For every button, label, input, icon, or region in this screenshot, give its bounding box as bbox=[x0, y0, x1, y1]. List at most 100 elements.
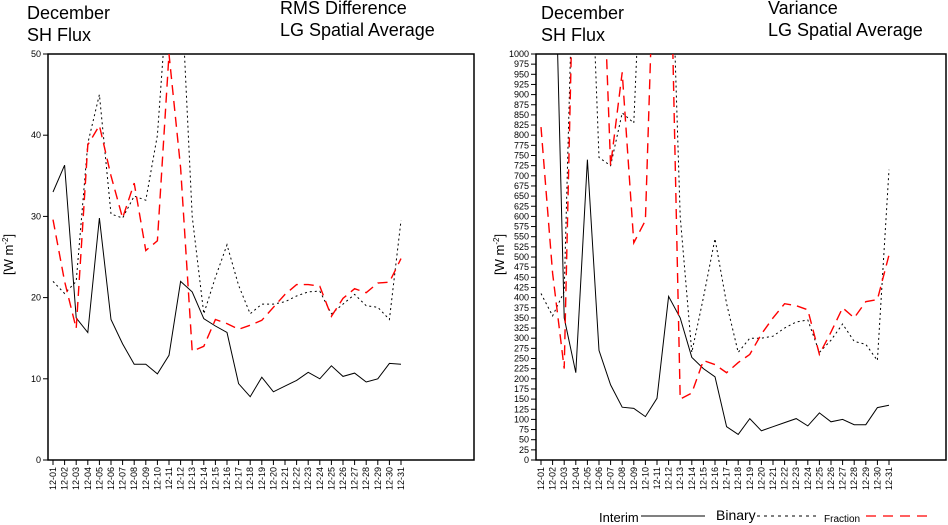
x-tick-label: 12-17 bbox=[234, 467, 244, 490]
x-tick-label: 12-08 bbox=[617, 467, 627, 490]
series-line-binary bbox=[540, 54, 890, 362]
x-tick-label: 12-12 bbox=[176, 467, 186, 490]
x-tick-label: 12-31 bbox=[396, 467, 406, 490]
right-title-line2: SH Flux bbox=[541, 25, 605, 45]
y-tick-label: 325 bbox=[514, 323, 529, 333]
y-tick-label: 25 bbox=[519, 445, 529, 455]
x-tick-label: 12-12 bbox=[664, 467, 674, 490]
y-tick-label: 475 bbox=[514, 262, 529, 272]
y-tick-label: 700 bbox=[514, 171, 529, 181]
x-tick-label: 12-22 bbox=[780, 467, 790, 490]
x-tick-label: 12-02 bbox=[60, 467, 70, 490]
legend-label-fraction: Fraction bbox=[824, 514, 860, 525]
x-tick-label: 12-15 bbox=[210, 467, 220, 490]
y-tick-label: 500 bbox=[514, 252, 529, 262]
x-tick-label: 12-08 bbox=[129, 467, 139, 490]
y-tick-label: 300 bbox=[514, 333, 529, 343]
series-line-interim bbox=[52, 165, 402, 398]
x-tick-label: 12-28 bbox=[849, 467, 859, 490]
y-tick-label: 0 bbox=[524, 455, 529, 465]
x-tick-label: 12-17 bbox=[722, 467, 732, 490]
y-tick-label: 225 bbox=[514, 364, 529, 374]
left-subtitle-line1: RMS Difference bbox=[280, 0, 407, 18]
x-tick-label: 12-18 bbox=[245, 467, 255, 490]
x-tick-label: 12-11 bbox=[652, 467, 662, 489]
right-subtitle-line2: LG Spatial Average bbox=[768, 20, 923, 40]
y-axis-label: [W m-2] bbox=[1, 234, 16, 275]
plot-frame bbox=[47, 53, 475, 461]
x-tick-label: 12-24 bbox=[315, 467, 325, 490]
x-tick-label: 12-04 bbox=[571, 467, 581, 490]
y-axis-label: [W m-2] bbox=[492, 234, 507, 275]
y-tick-label: 925 bbox=[514, 79, 529, 89]
y-tick-label: 10 bbox=[31, 374, 41, 384]
x-tick-label: 12-27 bbox=[350, 467, 360, 490]
series-line-interim bbox=[557, 54, 890, 436]
right-plot: 0255075100125150175200225250275300325350… bbox=[492, 49, 947, 490]
x-tick-label: 12-30 bbox=[872, 467, 882, 490]
x-tick-label: 12-05 bbox=[582, 467, 592, 490]
x-tick-label: 12-23 bbox=[791, 467, 801, 490]
y-tick-label: 100 bbox=[514, 414, 529, 424]
y-tick-label: 525 bbox=[514, 242, 529, 252]
x-tick-label: 12-09 bbox=[141, 467, 151, 490]
x-tick-label: 12-07 bbox=[606, 467, 616, 490]
x-tick-label: 12-14 bbox=[687, 467, 697, 490]
x-tick-label: 12-11 bbox=[164, 467, 174, 489]
y-tick-label: 625 bbox=[514, 201, 529, 211]
x-tick-label: 12-06 bbox=[106, 467, 116, 490]
x-tick-label: 12-16 bbox=[710, 467, 720, 490]
x-tick-label: 12-21 bbox=[280, 467, 290, 490]
y-tick-label: 20 bbox=[31, 293, 41, 303]
x-tick-label: 12-23 bbox=[303, 467, 313, 490]
x-tick-label: 12-07 bbox=[118, 467, 128, 490]
y-tick-label: 30 bbox=[31, 211, 41, 221]
x-tick-label: 12-02 bbox=[548, 467, 558, 490]
y-tick-label: 850 bbox=[514, 110, 529, 120]
x-tick-label: 12-19 bbox=[745, 467, 755, 490]
y-tick-label: 775 bbox=[514, 140, 529, 150]
x-tick-label: 12-29 bbox=[373, 467, 383, 490]
x-tick-label: 12-28 bbox=[361, 467, 371, 490]
y-tick-label: 900 bbox=[514, 90, 529, 100]
x-tick-label: 12-04 bbox=[83, 467, 93, 490]
y-tick-label: 425 bbox=[514, 282, 529, 292]
y-tick-label: 800 bbox=[514, 130, 529, 140]
y-tick-label: 725 bbox=[514, 161, 529, 171]
right-title-line1: December bbox=[541, 3, 624, 23]
x-tick-label: 12-10 bbox=[640, 467, 650, 490]
x-tick-label: 12-26 bbox=[338, 467, 348, 490]
left-title-line1: December bbox=[27, 3, 110, 23]
x-tick-label: 12-31 bbox=[884, 467, 894, 490]
y-tick-label: 175 bbox=[514, 384, 529, 394]
x-tick-label: 12-16 bbox=[222, 467, 232, 490]
y-tick-label: 50 bbox=[519, 435, 529, 445]
y-tick-label: 650 bbox=[514, 191, 529, 201]
y-tick-label: 0 bbox=[36, 455, 41, 465]
y-tick-label: 40 bbox=[31, 130, 41, 140]
x-tick-label: 12-20 bbox=[756, 467, 766, 490]
x-tick-label: 12-30 bbox=[384, 467, 394, 490]
x-tick-label: 12-03 bbox=[71, 467, 81, 490]
x-tick-label: 12-09 bbox=[629, 467, 639, 490]
y-tick-label: 575 bbox=[514, 222, 529, 232]
y-tick-label: 200 bbox=[514, 374, 529, 384]
legend-label-binary: Binary bbox=[716, 507, 756, 523]
x-tick-label: 12-26 bbox=[826, 467, 836, 490]
y-tick-label: 950 bbox=[514, 69, 529, 79]
left-subtitle-line2: LG Spatial Average bbox=[280, 20, 435, 40]
y-tick-label: 275 bbox=[514, 343, 529, 353]
x-tick-label: 12-14 bbox=[199, 467, 209, 490]
x-tick-label: 12-03 bbox=[559, 467, 569, 490]
y-tick-label: 450 bbox=[514, 272, 529, 282]
y-tick-label: 75 bbox=[519, 425, 529, 435]
y-tick-label: 875 bbox=[514, 100, 529, 110]
x-tick-label: 12-06 bbox=[594, 467, 604, 490]
x-tick-label: 12-13 bbox=[187, 467, 197, 490]
x-tick-label: 12-05 bbox=[94, 467, 104, 490]
right-subtitle-line1: Variance bbox=[768, 0, 838, 18]
y-tick-label: 50 bbox=[31, 49, 41, 59]
x-tick-label: 12-20 bbox=[268, 467, 278, 490]
